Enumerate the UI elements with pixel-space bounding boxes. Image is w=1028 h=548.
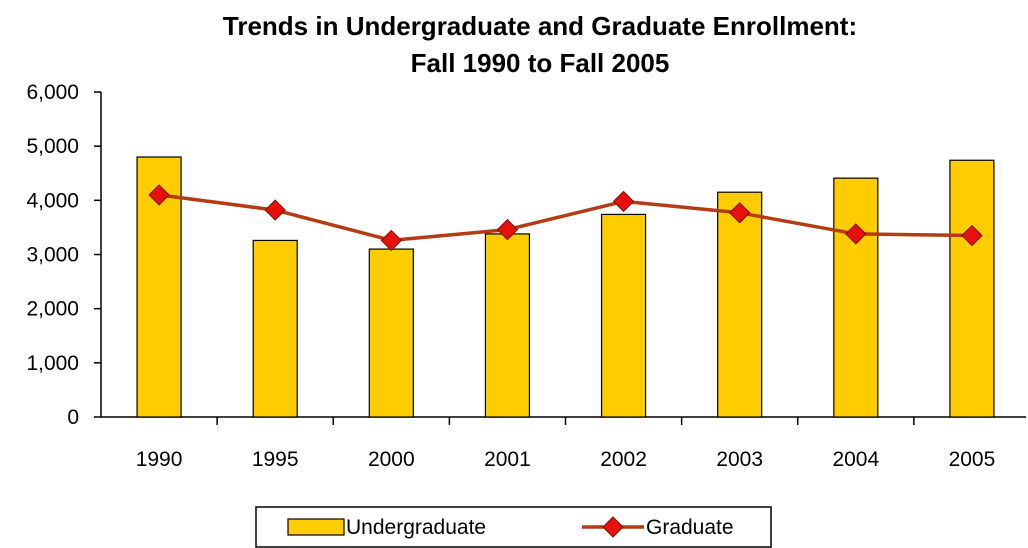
legend-box <box>255 506 772 548</box>
marker-graduate <box>728 202 751 224</box>
marker-graduate <box>496 218 519 241</box>
y-tick-label: 2,000 <box>26 298 79 321</box>
legend: Undergraduate Graduate <box>255 506 772 548</box>
x-tick-label: 2004 <box>832 448 879 471</box>
x-tick-label: 1995 <box>252 448 299 471</box>
legend-marker-graduate <box>602 516 624 538</box>
marker-graduate <box>612 190 635 213</box>
marker-graduate <box>148 184 170 206</box>
marker-graduate <box>961 224 983 247</box>
x-tick-label: 2001 <box>484 448 531 471</box>
x-tick-label: 2005 <box>949 448 996 471</box>
bar-undergraduate <box>949 159 995 418</box>
y-tick-label: 4,000 <box>26 189 79 212</box>
x-tick-label: 2002 <box>600 448 647 471</box>
bar-undergraduate <box>136 156 182 418</box>
y-tick-label: 6,000 <box>26 81 79 104</box>
bar-undergraduate <box>484 233 531 418</box>
y-tick-label: 1,000 <box>26 352 79 375</box>
y-tick-label: 5,000 <box>26 135 79 158</box>
x-tick-label: 2003 <box>716 448 763 471</box>
plot-area: 0 1,000 2,000 3,000 4,000 5,000 6,000 1990 1995 2… <box>26 81 1026 471</box>
bar-undergraduate <box>252 239 298 418</box>
x-tick-label: 2000 <box>368 448 415 471</box>
bar-undergraduate <box>833 177 879 418</box>
x-tick-label: 1990 <box>136 448 183 471</box>
legend-label-undergraduate: Undergraduate <box>346 516 486 539</box>
marker-graduate <box>845 223 867 245</box>
line-graduate <box>158 193 972 243</box>
marker-graduate <box>380 229 403 252</box>
marker-graduate <box>264 199 286 221</box>
legend-swatch-undergraduate <box>287 518 345 536</box>
legend-label-graduate: Graduate <box>646 516 734 539</box>
bar-undergraduate <box>600 213 647 418</box>
chart-title: Trends in Undergraduate and Graduate Enr… <box>223 11 857 41</box>
chart-subtitle: Fall 1990 to Fall 2005 <box>411 48 670 78</box>
bar-undergraduate <box>717 191 763 418</box>
y-tick-label: 3,000 <box>26 244 79 267</box>
y-tick-label: 0 <box>67 406 79 429</box>
bar-undergraduate <box>368 248 414 418</box>
